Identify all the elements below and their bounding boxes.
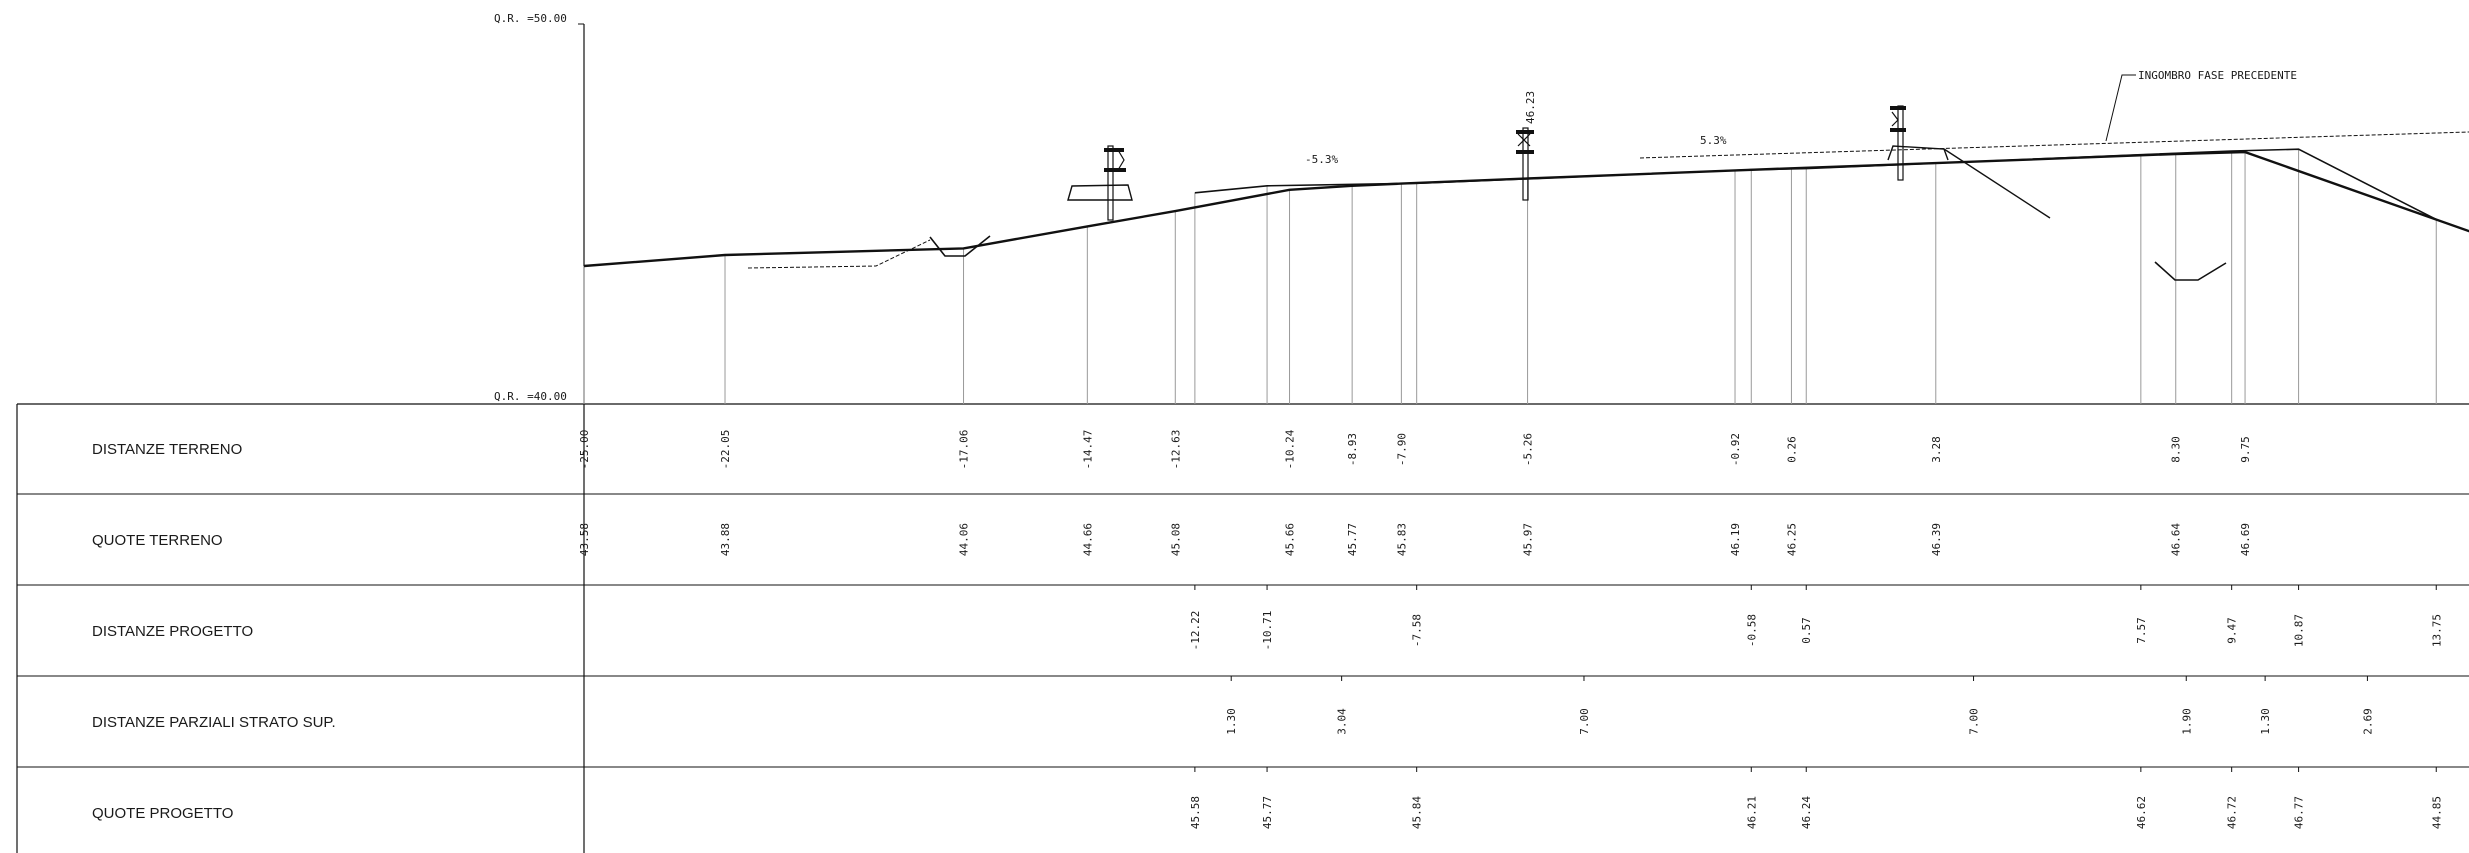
quote-progetto-value: 46.21 <box>1745 796 1758 829</box>
bottom-reference-label: Q.R. =40.00 <box>494 390 567 403</box>
distanze-terreno-value: -10.24 <box>1284 429 1297 469</box>
distanze-parziali-value: 7.00 <box>1968 708 1981 735</box>
top-reference-label: Q.R. =50.00 <box>494 12 567 25</box>
quote-terreno-value: 45.97 <box>1522 523 1535 556</box>
row-label-quote-progetto: QUOTE PROGETTO <box>92 805 233 822</box>
quote-terreno-value: 45.08 <box>1169 523 1182 556</box>
distanze-terreno-value: -12.63 <box>1169 430 1182 470</box>
quote-progetto-value: 46.62 <box>2135 796 2148 829</box>
distanze-terreno-value: -17.06 <box>958 430 971 470</box>
station-lines <box>583 149 2437 404</box>
quote-progetto-value: 45.58 <box>1189 796 1202 829</box>
quote-progetto-value: 45.77 <box>1261 796 1274 829</box>
quote-terreno-value: 46.25 <box>1785 523 1798 556</box>
slope-left-label: -5.3% <box>1305 153 1338 166</box>
distanze-parziali-value: 2.69 <box>2361 708 2374 735</box>
quote-terreno-value: 46.69 <box>2239 523 2252 556</box>
distanze-progetto-value: 10.87 <box>2293 614 2306 647</box>
quote-progetto-value: 46.24 <box>1800 796 1813 829</box>
quote-terreno-value: 46.19 <box>1729 523 1742 556</box>
distanze-terreno-value: 3.28 <box>1930 436 1943 463</box>
distanze-terreno-value: -25.00 <box>578 430 591 470</box>
distanze-terreno-value: -22.05 <box>719 430 732 470</box>
quote-terreno-value: 44.66 <box>1081 523 1094 556</box>
distanze-parziali-value: 1.30 <box>2259 708 2272 735</box>
row-values: -25.00 -22.05 -17.06 -14.47 -12.63 -10.24 -8.9… <box>578 429 2443 829</box>
right-pole <box>1890 105 1906 181</box>
distanze-parziali-value: 1.90 <box>2180 708 2193 735</box>
left-ditch-dashed-line <box>747 239 931 269</box>
row-label-distanze-progetto: DISTANZE PROGETTO <box>92 623 253 640</box>
distanze-progetto-value: -10.71 <box>1261 611 1274 651</box>
previous-phase-line <box>1639 131 2469 159</box>
quote-progetto-value: 46.77 <box>2293 796 2306 829</box>
distanze-terreno-value: 0.26 <box>1785 436 1798 463</box>
distanze-progetto-value: -0.58 <box>1745 614 1758 647</box>
distanze-progetto-value: 13.75 <box>2430 614 2443 647</box>
data-table-frame <box>16 23 2469 853</box>
distanze-terreno-value: -0.92 <box>1729 433 1742 466</box>
distanze-terreno-value: -7.90 <box>1395 433 1408 466</box>
center-pole <box>1516 127 1534 201</box>
left-embankment <box>1067 184 1133 201</box>
distanze-progetto-value: 0.57 <box>1800 617 1813 644</box>
distanze-terreno-value: -5.26 <box>1522 433 1535 466</box>
quote-terreno-value: 44.06 <box>958 523 971 556</box>
ground-profile-line <box>583 150 2469 268</box>
quote-progetto-value: 44.85 <box>2430 796 2443 829</box>
peak-elevation-label: 46.23 <box>1524 91 1537 124</box>
quote-terreno-value: 43.58 <box>578 523 591 556</box>
distanze-terreno-value: 8.30 <box>2170 436 2183 463</box>
distanze-parziali-value: 1.30 <box>1225 708 1238 735</box>
row-label-distanze-terreno: DISTANZE TERRENO <box>92 441 242 458</box>
quote-terreno-value: 43.88 <box>719 523 732 556</box>
quote-terreno-value: 46.39 <box>1930 523 1943 556</box>
row-label-quote-terreno: QUOTE TERRENO <box>92 532 223 549</box>
quote-progetto-value: 46.72 <box>2226 796 2239 829</box>
callout-label: INGOMBRO FASE PRECEDENTE <box>2138 69 2297 82</box>
row-label-distanze-parziali: DISTANZE PARZIALI STRATO SUP. <box>92 714 336 731</box>
distanze-parziali-value: 7.00 <box>1578 708 1591 735</box>
distanze-progetto-value: 9.47 <box>2226 617 2239 644</box>
quote-terreno-value: 45.77 <box>1346 523 1359 556</box>
distanze-progetto-value: -12.22 <box>1189 611 1202 651</box>
right-embankment <box>1887 145 1949 161</box>
right-slope-inner <box>1943 148 2051 219</box>
distanze-progetto-value: -7.58 <box>1411 614 1424 647</box>
distanze-parziali-value: 3.04 <box>1336 708 1349 735</box>
quote-terreno-value: 45.66 <box>1284 523 1297 556</box>
distanze-terreno-value: 9.75 <box>2239 436 2252 463</box>
distanze-terreno-value: -8.93 <box>1346 433 1359 466</box>
left-pole <box>1104 145 1126 221</box>
slope-right-label: 5.3% <box>1700 134 1727 147</box>
callout-leader <box>2105 74 2136 142</box>
quote-terreno-value: 46.64 <box>2170 523 2183 556</box>
right-ditch <box>2154 261 2227 281</box>
distanze-progetto-value: 7.57 <box>2135 617 2148 644</box>
project-profile-line <box>1194 148 2437 221</box>
left-ditch <box>929 235 991 257</box>
quote-terreno-value: 45.83 <box>1395 523 1408 556</box>
quote-progetto-value: 45.84 <box>1411 796 1424 829</box>
distanze-terreno-value: -14.47 <box>1081 430 1094 470</box>
